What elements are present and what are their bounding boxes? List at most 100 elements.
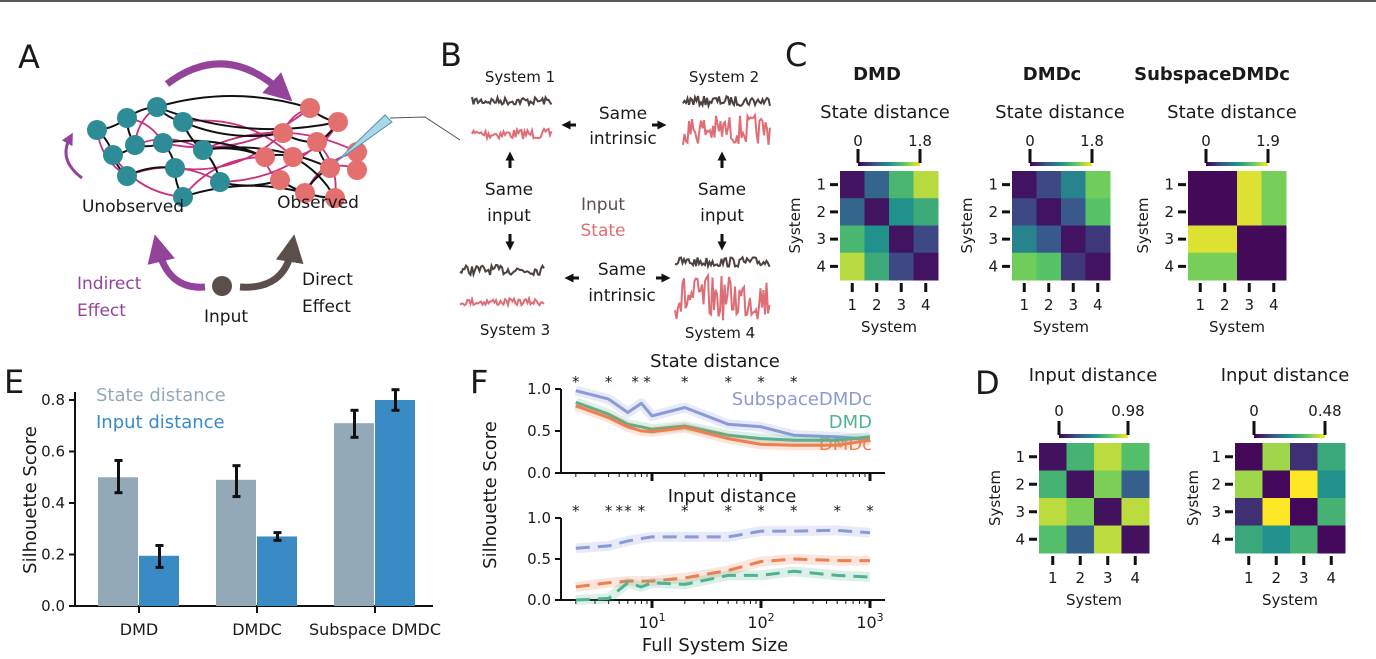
heatmap-cell: [1188, 225, 1213, 254]
observed-node: [273, 123, 293, 143]
heatmap-cell: [864, 252, 890, 281]
e-legend-input: Input distance: [96, 412, 225, 433]
heatmap-cell: [1290, 470, 1318, 499]
significance-star: *: [615, 502, 623, 520]
significance-star: *: [724, 373, 732, 391]
series-line-dmd: [575, 400, 871, 442]
colorbar-min-label: 0: [1025, 132, 1035, 150]
colorbar-max-label: 0.98: [1111, 402, 1144, 420]
same-input-right-1: Same: [698, 180, 746, 200]
heatmap-cell: [1039, 525, 1067, 554]
unobserved-node: [103, 145, 123, 165]
heatmap-cell: [1036, 198, 1062, 226]
x-axis-label: System: [861, 318, 917, 336]
heatmap-cell: [1061, 171, 1086, 199]
x-axis-label: System: [1033, 318, 1089, 336]
colorbar-min-label: 0: [1054, 402, 1064, 420]
excitatory-edge: [156, 95, 311, 109]
heatmap-cell: [1066, 498, 1095, 526]
same-intrinsic-top-2: intrinsic: [589, 129, 657, 149]
x-tick-label: 3: [1103, 569, 1113, 587]
heatmap-cell: [1237, 198, 1262, 226]
colorbar-max-label: 1.9: [1256, 132, 1280, 150]
y-tick-label: 1.0: [527, 380, 551, 398]
unobserved-node: [193, 140, 213, 160]
systems-schematic: System 1 System 2 System 3 System 4 Same…: [459, 68, 771, 342]
colorbar-max-label: 1.8: [1080, 132, 1104, 150]
y-tick-label: 0.0: [41, 597, 65, 615]
bar-input: [257, 536, 297, 606]
colorbar-min-label: 0: [853, 132, 863, 150]
y-tick-label: 0.4: [41, 494, 65, 512]
x-tick-label: 3: [1299, 569, 1309, 587]
input-trace-system-4: [674, 255, 771, 271]
heatmap-cell: [889, 252, 914, 281]
input-trace-system-2: [682, 93, 771, 110]
same-input-right-2: input: [700, 206, 744, 226]
same-intrinsic-bottom-2: intrinsic: [588, 286, 656, 306]
state-distance-panel: 0.00.51.0 * * * * * * * *: [527, 373, 885, 482]
heatmap-cell: [1121, 498, 1150, 526]
system-4-label: System 4: [685, 324, 755, 342]
heatmap-title: Input distance: [1221, 365, 1350, 386]
x-tick-label: 4: [1093, 296, 1103, 314]
heatmap-cell: [1066, 525, 1095, 554]
x-tick-label: 4: [921, 296, 931, 314]
heatmap-cell: [1094, 470, 1122, 499]
colorbar-max-label: 0.48: [1308, 402, 1341, 420]
x-tick-label: 1: [1195, 296, 1205, 314]
excitatory-edge: [162, 139, 266, 158]
y-tick-label: 3: [1015, 503, 1025, 521]
y-tick-label: 3: [988, 230, 998, 248]
heatmap-title: State distance: [995, 102, 1125, 123]
legend-input: Input: [581, 195, 625, 215]
state-trace-system-4: [674, 272, 771, 321]
panel-label-d: D: [975, 364, 1000, 402]
y-tick-label: 0.0: [527, 464, 551, 482]
y-tick-label: 1: [816, 176, 826, 194]
observed-node: [300, 98, 320, 118]
heatmap-cell: [1262, 498, 1291, 526]
heatmap-cell: [1290, 525, 1318, 554]
unobserved-node: [147, 97, 167, 117]
heatmap-cell: [864, 225, 890, 254]
x-tick-label: 3: [896, 296, 906, 314]
significance-star: *: [605, 502, 613, 520]
heatmap-cell: [1261, 198, 1287, 226]
heatmap-cell: [864, 198, 890, 226]
y-axis-label: System: [786, 198, 804, 254]
heatmap-cell: [1235, 498, 1263, 526]
electrode-icon: [335, 114, 461, 163]
significance-star: *: [624, 502, 632, 520]
indirect-effect-arrow-top: [164, 60, 293, 102]
heatmap-cell: [1094, 525, 1122, 554]
colorbar-min-label: 0: [1201, 132, 1211, 150]
unobserved-node: [125, 135, 145, 155]
unobserved-node: [173, 112, 193, 132]
heatmap-cell: [1066, 470, 1095, 499]
heatmap-cell: [1261, 171, 1287, 199]
series-line-dmd: [575, 569, 871, 602]
input-node: [212, 276, 232, 296]
heatmap-cell: [913, 252, 939, 281]
significance-star: *: [638, 502, 646, 520]
heatmap-cell: [1121, 470, 1150, 499]
y-tick-label: 2: [1211, 475, 1221, 493]
heatmap-cell: [1061, 225, 1086, 254]
heatmap-cell: [1235, 443, 1263, 471]
heatmap-cell: [1085, 171, 1111, 199]
significance-star: *: [866, 502, 874, 520]
y-tick-label: 3: [1164, 230, 1174, 248]
x-tick-label: 2: [872, 296, 882, 314]
heatmap-cell: [1012, 252, 1037, 281]
panel-label-f: F: [470, 363, 488, 401]
y-tick-label: 4: [1015, 530, 1025, 548]
y-tick-label: 1.0: [527, 509, 551, 527]
observed-node: [270, 170, 290, 190]
heatmap-cell: [1188, 252, 1213, 281]
heatmap-heading: DMDc: [1023, 64, 1081, 85]
